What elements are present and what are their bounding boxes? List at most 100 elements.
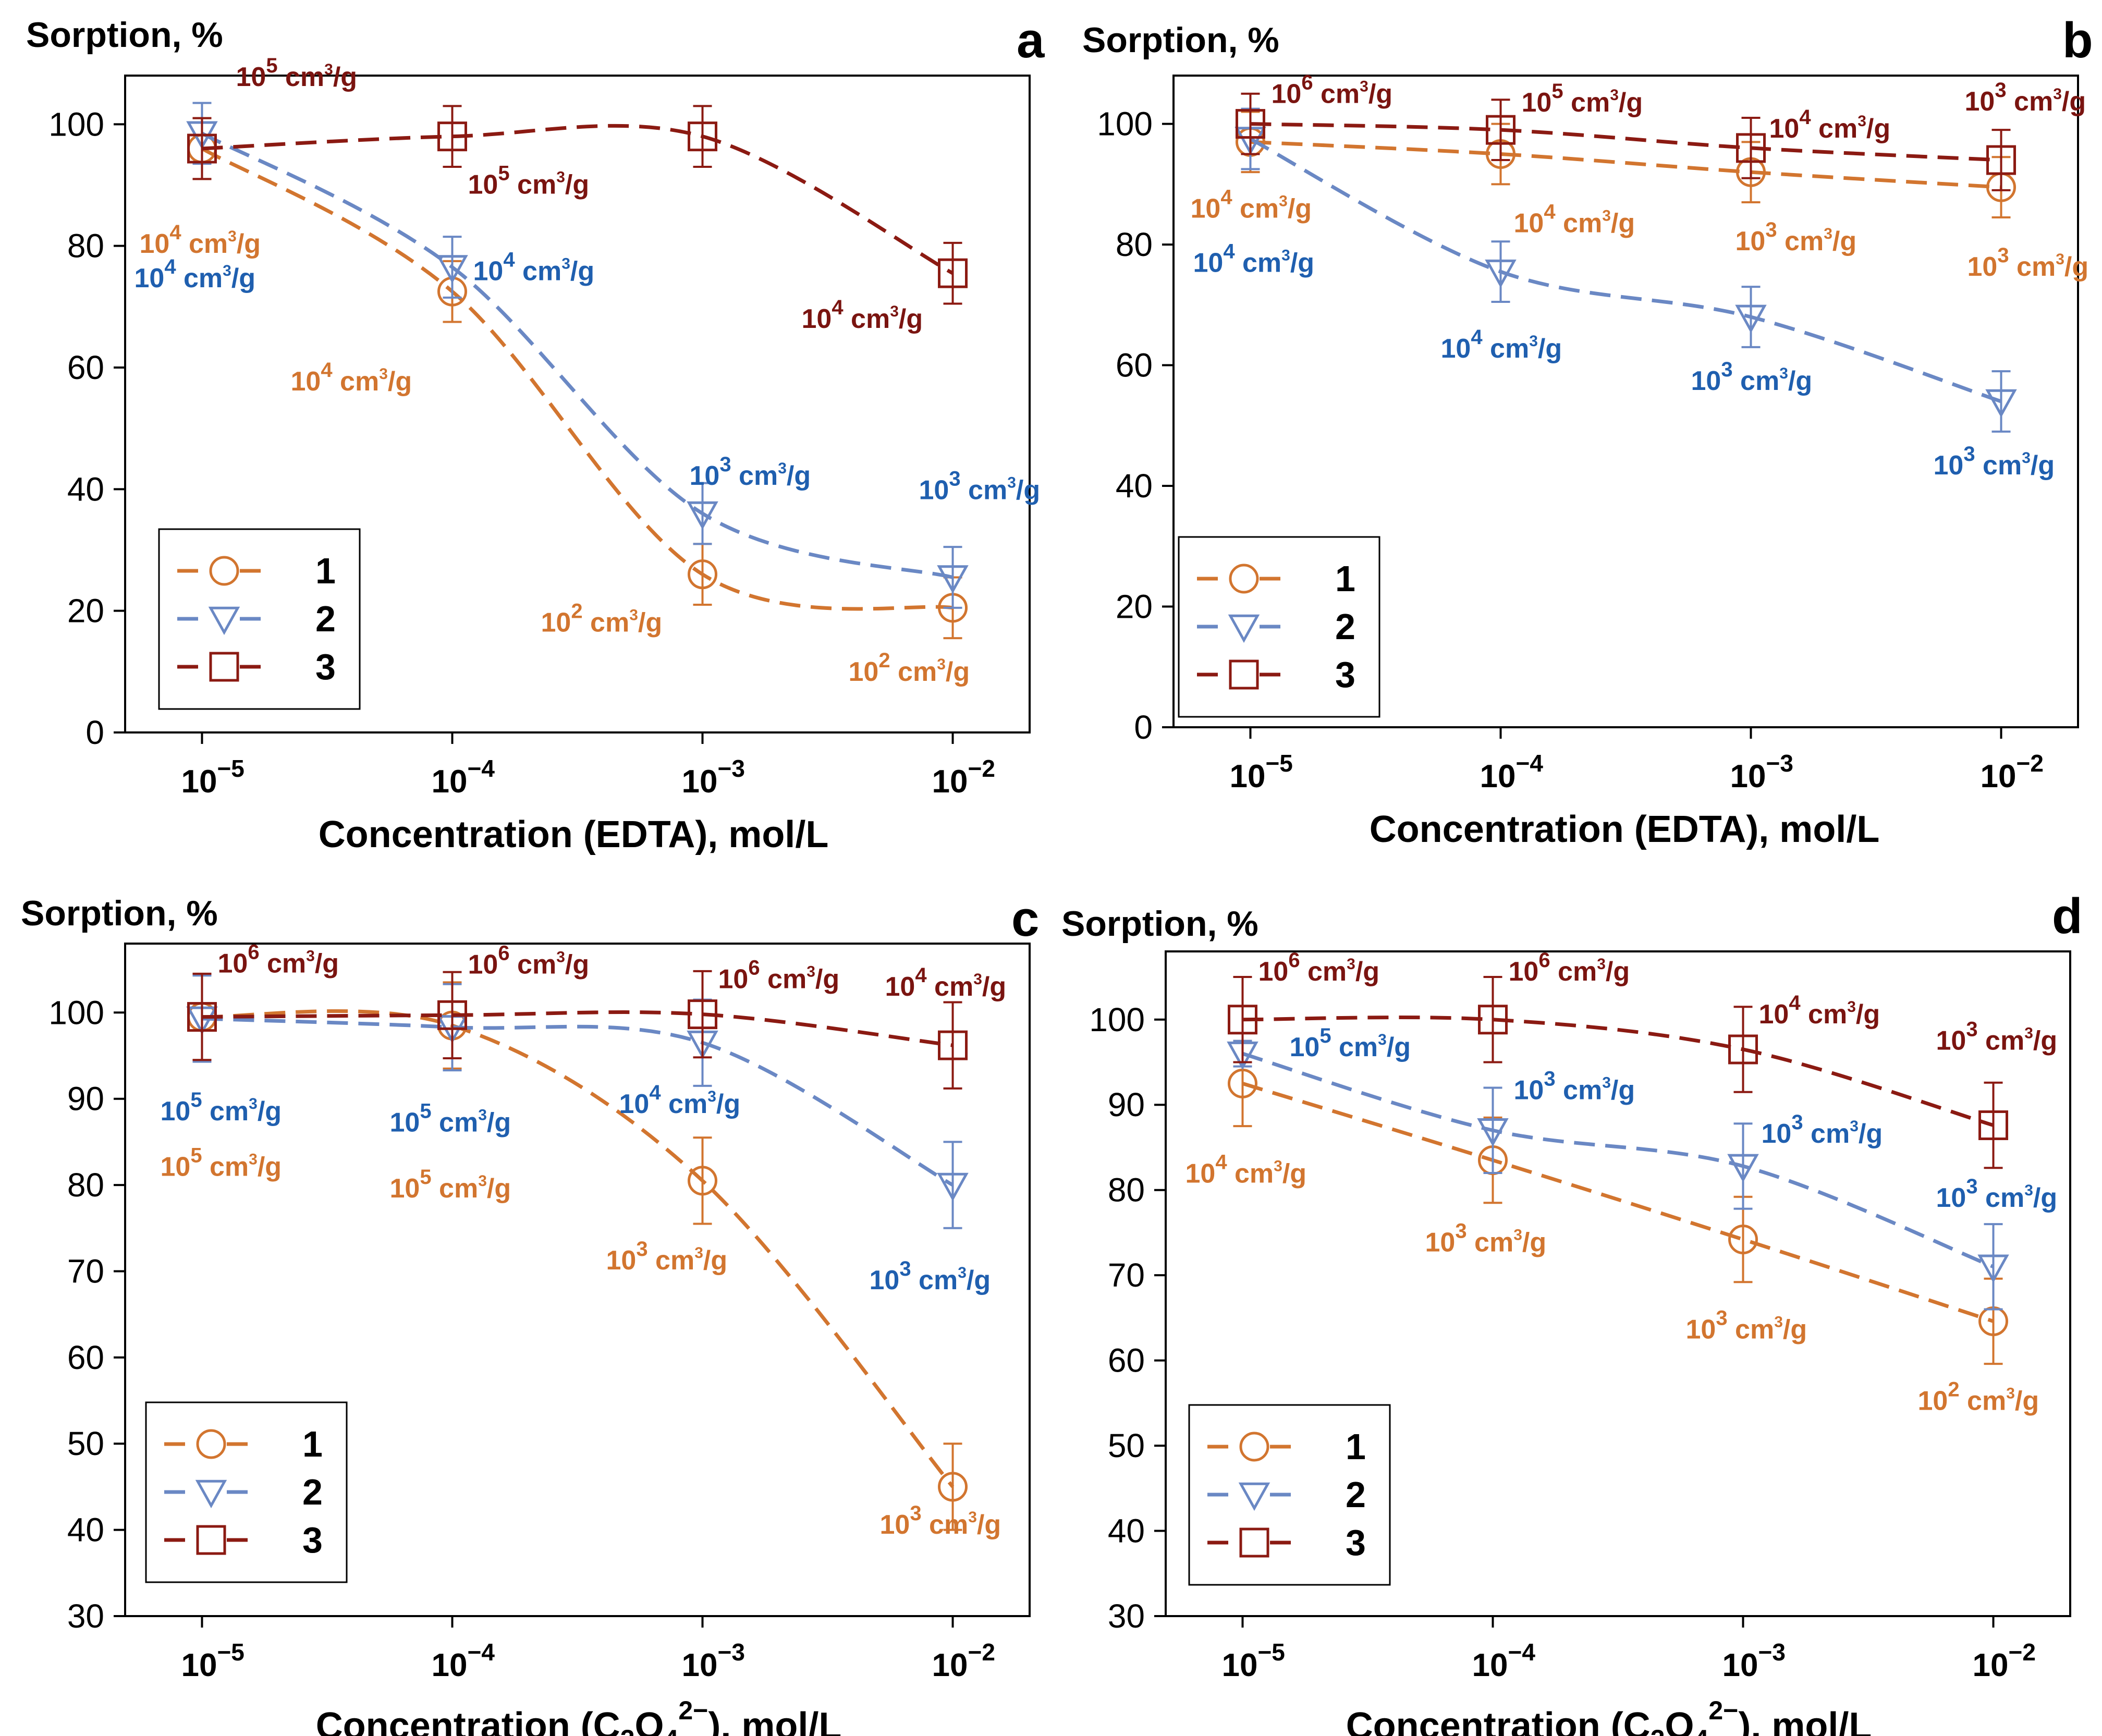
legend-label: 2 — [315, 598, 336, 639]
kd-annotation: 106 cm3/g — [468, 942, 589, 980]
data-point-marker — [1735, 304, 1767, 334]
data-point-marker — [437, 121, 467, 152]
legend-marker — [196, 1429, 226, 1459]
kd-annotation: 102 cm3/g — [1918, 1378, 2039, 1416]
error-bar — [192, 972, 212, 1061]
y-tick-label: 90 — [67, 1080, 104, 1118]
y-tick-label: 80 — [1116, 226, 1153, 263]
legend-label: 1 — [302, 1424, 323, 1464]
y-tick-label: 40 — [67, 470, 104, 508]
data-point-marker — [1227, 1068, 1257, 1098]
data-point-marker — [688, 1166, 718, 1196]
error-bar — [943, 546, 962, 609]
x-axis-label: Concentration (C2O42−), mol/L — [316, 1696, 842, 1736]
legend-marker — [1229, 659, 1259, 690]
kd-annotation: 104 cm3/g — [1193, 240, 1314, 278]
error-bar — [1733, 1006, 1753, 1093]
kd-annotation: 103 cm3/g — [690, 453, 811, 491]
x-tick-label: 10−4 — [1472, 1639, 1535, 1683]
y-tick-label: 50 — [67, 1425, 104, 1462]
error-bar — [443, 971, 462, 1059]
panel-letter: a — [1017, 13, 1045, 68]
plot-frame — [1165, 950, 2071, 1617]
error-bar — [693, 543, 712, 606]
data-point-marker — [1728, 1034, 1758, 1065]
series-line — [1242, 1016, 1994, 1127]
kd-annotation: 104 cm3/g — [1759, 992, 1880, 1030]
kd-annotation: 105 cm3/g — [389, 1166, 511, 1204]
series-line — [201, 146, 953, 611]
series-line — [1249, 137, 2002, 404]
x-tick-label: 10−2 — [932, 1639, 995, 1683]
legend-label: 2 — [302, 1472, 323, 1512]
kd-annotation: 103 cm3/g — [1736, 218, 1857, 256]
x-axis-label: Concentration (EDTA), mol/L — [319, 814, 829, 855]
legend-item-1: 1 — [1207, 1426, 1366, 1467]
error-bar — [693, 105, 712, 168]
x-tick-label: 10−2 — [1973, 1639, 2036, 1683]
error-bar — [1741, 286, 1761, 348]
kd-annotation: 103 cm3/g — [870, 1257, 991, 1295]
kd-annotation: 103 cm3/g — [1936, 1018, 2058, 1056]
error-bar — [1491, 240, 1510, 303]
series-2: 105 cm3/g 103 cm3/g 103 cm3/g 103 cm3/g — [1227, 1024, 2057, 1311]
kd-annotation: 103 cm3/g — [1691, 358, 1813, 396]
kd-annotation: 103 cm3/g — [1934, 443, 2055, 481]
y-axis-label: Sorption, % — [1082, 20, 1279, 60]
series-line — [202, 1017, 954, 1187]
series-1: 105 cm3/g 105 cm3/g 103 cm3/g 103 cm3/g — [160, 972, 1001, 1540]
y-tick-label: 70 — [67, 1252, 104, 1290]
y-tick-label: 0 — [85, 714, 104, 751]
kd-annotation: 104 cm3/g — [1440, 326, 1562, 364]
data-point-marker — [688, 999, 718, 1030]
series-line — [202, 1009, 955, 1488]
error-bar — [1991, 129, 2011, 191]
error-bar — [1991, 370, 2011, 433]
kd-annotation: 105 cm3/g — [468, 162, 589, 200]
legend-item-3: 3 — [164, 1520, 323, 1560]
x-tick-label: 10−2 — [932, 755, 995, 800]
series-line — [1242, 1052, 1994, 1269]
plot-frame — [124, 75, 1031, 733]
error-bar — [943, 1141, 962, 1229]
legend: 1 2 3 — [1188, 1404, 1391, 1586]
error-bar — [1984, 1081, 2003, 1169]
legend-item-1: 1 — [1197, 558, 1355, 599]
series-3: 106 cm3/g 106 cm3/g 104 cm3/g 103 cm3/g — [1227, 949, 2058, 1169]
plot-frame — [124, 943, 1031, 1617]
y-tick-label: 20 — [67, 592, 104, 630]
kd-annotation: 104 cm3/g — [134, 255, 255, 294]
y-tick-label: 80 — [67, 227, 104, 265]
kd-annotation: 104 cm3/g — [1769, 106, 1891, 144]
data-point-marker — [687, 501, 718, 530]
kd-annotation: 105 cm3/g — [1289, 1024, 1411, 1062]
y-tick-label: 40 — [67, 1511, 104, 1549]
y-tick-label: 40 — [1116, 467, 1153, 505]
error-bar — [693, 1136, 712, 1225]
plot-frame — [1172, 75, 2079, 728]
data-point-marker — [187, 1002, 217, 1032]
kd-annotation: 103 cm3/g — [1965, 79, 2086, 117]
legend-label: 1 — [1346, 1426, 1366, 1467]
panel-letter: b — [2062, 13, 2093, 68]
kd-annotation: 105 cm3/g — [389, 1099, 511, 1138]
kd-annotation: 106 cm3/g — [1271, 71, 1392, 109]
y-tick-label: 70 — [1108, 1256, 1145, 1294]
data-point-marker — [688, 121, 718, 152]
x-tick-label: 10−3 — [1722, 1639, 1786, 1683]
y-tick-label: 40 — [1108, 1512, 1145, 1550]
data-point-marker — [1728, 1225, 1758, 1254]
error-bar — [1483, 976, 1502, 1063]
data-point-marker — [1978, 1110, 2009, 1140]
x-tick-label: 10−5 — [1229, 750, 1292, 794]
legend-label: 3 — [315, 646, 336, 687]
y-tick-label: 20 — [1116, 588, 1153, 626]
data-point-marker — [938, 1472, 968, 1502]
error-bar — [1483, 1086, 1502, 1174]
legend-item-3: 3 — [1207, 1522, 1366, 1563]
error-bar — [443, 105, 462, 168]
legend: 1 2 3 — [145, 1401, 348, 1583]
error-bar — [693, 970, 712, 1059]
series-line — [1250, 122, 2001, 162]
data-point-marker — [437, 1000, 467, 1030]
